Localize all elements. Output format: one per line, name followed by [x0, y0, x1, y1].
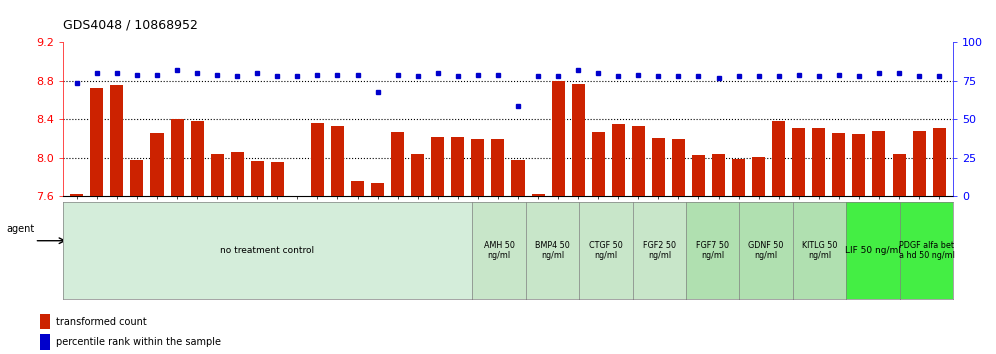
Bar: [331, 126, 344, 196]
Text: FGF2 50
ng/ml: FGF2 50 ng/ml: [642, 241, 676, 260]
Bar: [451, 137, 464, 196]
Text: BMP4 50
ng/ml: BMP4 50 ng/ml: [535, 241, 570, 260]
Bar: [813, 128, 826, 196]
Text: AMH 50
ng/ml: AMH 50 ng/ml: [484, 241, 515, 260]
Bar: [512, 160, 525, 196]
Bar: [71, 194, 84, 196]
Bar: [752, 157, 765, 196]
Bar: [892, 154, 905, 196]
Bar: [91, 88, 104, 196]
Bar: [271, 162, 284, 196]
Text: no treatment control: no treatment control: [220, 246, 315, 255]
Bar: [411, 154, 424, 196]
Text: CTGF 50
ng/ml: CTGF 50 ng/ml: [589, 241, 622, 260]
Bar: [40, 314, 50, 329]
Bar: [111, 85, 124, 196]
Bar: [130, 160, 143, 196]
Bar: [210, 154, 224, 196]
Text: LIF 50 ng/ml: LIF 50 ng/ml: [845, 246, 901, 255]
Text: agent: agent: [6, 224, 35, 234]
Bar: [712, 154, 725, 196]
Text: GDS4048 / 10868952: GDS4048 / 10868952: [63, 19, 197, 32]
Text: transformed count: transformed count: [56, 316, 146, 327]
Bar: [932, 128, 945, 196]
Bar: [311, 123, 324, 196]
Bar: [612, 124, 624, 196]
Text: KITLG 50
ng/ml: KITLG 50 ng/ml: [802, 241, 838, 260]
Bar: [732, 159, 745, 196]
Bar: [372, 183, 384, 196]
Bar: [251, 161, 264, 196]
Bar: [150, 133, 163, 196]
Bar: [772, 121, 785, 196]
Text: PDGF alfa bet
a hd 50 ng/ml: PDGF alfa bet a hd 50 ng/ml: [898, 241, 954, 260]
Bar: [170, 120, 183, 196]
Bar: [912, 131, 925, 196]
Bar: [471, 139, 484, 196]
Bar: [351, 181, 365, 196]
Bar: [872, 131, 885, 196]
Bar: [631, 126, 644, 196]
Bar: [572, 84, 585, 196]
Bar: [532, 194, 545, 196]
Bar: [672, 139, 685, 196]
Bar: [231, 152, 244, 196]
Bar: [853, 134, 866, 196]
Text: FGF7 50
ng/ml: FGF7 50 ng/ml: [696, 241, 729, 260]
Text: percentile rank within the sample: percentile rank within the sample: [56, 337, 220, 347]
Bar: [491, 139, 504, 196]
Bar: [391, 132, 404, 196]
Bar: [592, 132, 605, 196]
Bar: [692, 155, 705, 196]
Text: GDNF 50
ng/ml: GDNF 50 ng/ml: [749, 241, 784, 260]
Bar: [792, 128, 806, 196]
Bar: [431, 137, 444, 196]
Bar: [833, 133, 846, 196]
Bar: [190, 121, 203, 196]
Bar: [651, 138, 665, 196]
Bar: [552, 81, 565, 196]
Bar: [40, 335, 50, 350]
